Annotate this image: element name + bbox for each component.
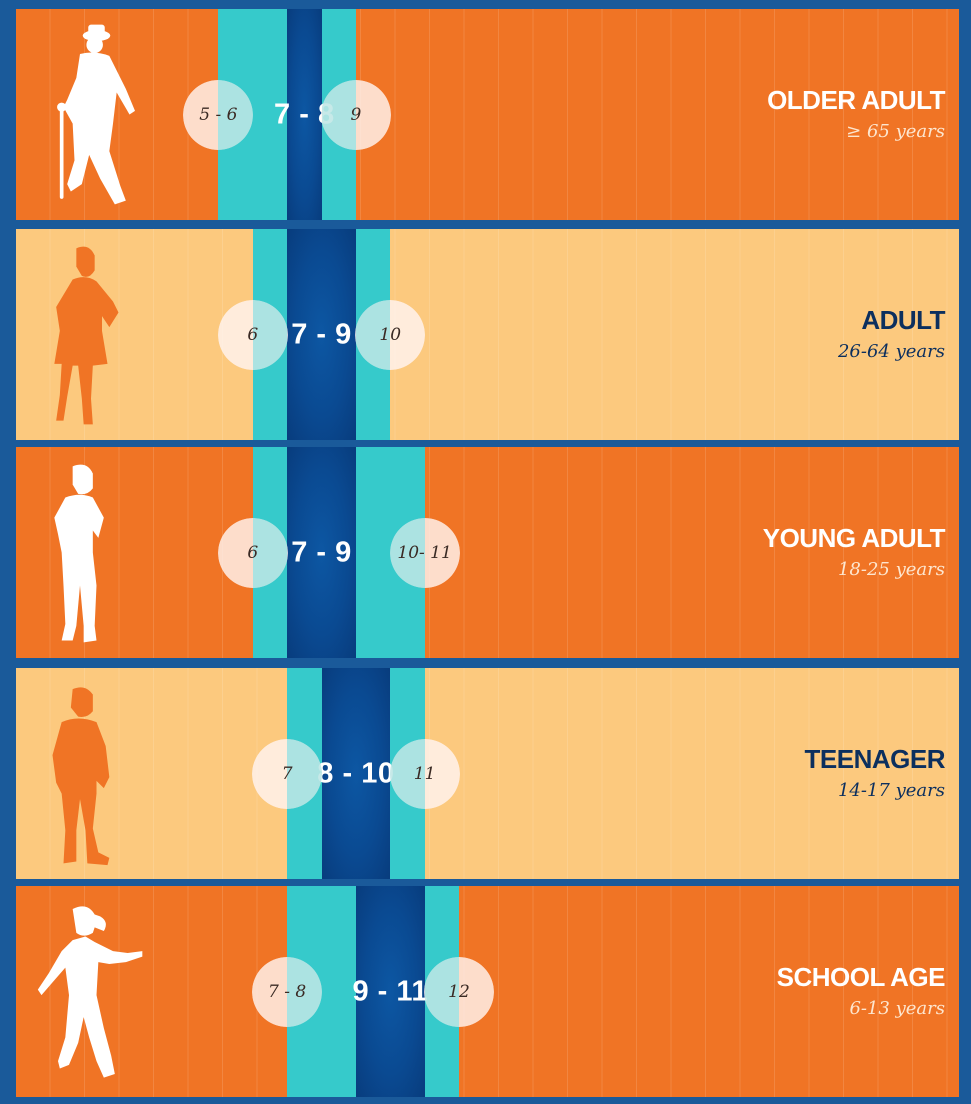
circle-band-overlap-low [287, 956, 323, 1027]
circle-band-overlap-high [390, 738, 425, 809]
circle-band-overlap-low [287, 738, 322, 809]
recommended-range-band [355, 886, 425, 1097]
age-group-range: 6-13 years [849, 998, 945, 1019]
threshold-circle-bg-high: 9 [320, 79, 391, 150]
recommended-hours-label: 7 - 9 [291, 318, 352, 350]
threshold-circle-bg-high: 10- 11 [389, 517, 460, 588]
threshold-label-low: 6 [247, 542, 259, 563]
recommended-hours-label: 8 - 10 [317, 757, 395, 789]
young-adult-silhouette-icon [54, 464, 104, 643]
circle-band-overlap-low [252, 517, 288, 588]
threshold-circle-bg-high: 12 [424, 956, 494, 1027]
threshold-circle-low: 6 [217, 299, 288, 370]
age-group-range: ≥ 65 years [846, 121, 945, 142]
threshold-label-low: 5 - 6 [199, 104, 238, 125]
circle-band-overlap-high [355, 299, 391, 370]
threshold-circle-bg-low: 7 [252, 738, 323, 809]
threshold-label-high: 10 [379, 324, 402, 345]
recommended-hours-label: 9 - 11 [352, 975, 429, 1007]
adult-silhouette-icon [54, 246, 119, 425]
circle-band-overlap-high [389, 517, 425, 588]
age-group-row: 7 - 9 6 10 ADULT 26-64 years [16, 229, 959, 440]
age-group-name: OLDER ADULT [767, 85, 945, 115]
threshold-circle-high: 11 [389, 738, 460, 809]
threshold-circle-low: 6 [217, 517, 288, 588]
recommended-range-band [287, 447, 356, 658]
threshold-label-high: 12 [448, 981, 470, 1002]
threshold-label-high: 10- 11 [397, 542, 452, 563]
circle-band-overlap-low [218, 79, 254, 150]
threshold-circle-low: 7 [252, 738, 323, 809]
recommended-range-band [287, 9, 322, 220]
threshold-circle-low: 7 - 8 [252, 956, 323, 1027]
teenager-silhouette-icon [52, 687, 110, 866]
recommended-hours-label: 7 - 9 [291, 536, 352, 568]
recommended-range-band [321, 668, 391, 879]
threshold-circle-bg-low: 7 - 8 [252, 956, 323, 1027]
age-group-range: 26-64 years [837, 341, 945, 362]
threshold-circle-bg-high: 11 [389, 738, 460, 809]
age-group-row: 9 - 11 7 - 8 12 SCHOOL AGE 6-13 years [16, 886, 959, 1097]
threshold-circle-bg-high: 10 [355, 299, 426, 370]
row-stripes [16, 229, 959, 440]
threshold-label-low: 7 [281, 763, 293, 784]
circle-band-overlap-low [252, 299, 288, 370]
threshold-circle-low: 5 - 6 [183, 79, 254, 150]
age-group-row: 8 - 10 7 11 TEENAGER 14-17 years [16, 668, 959, 879]
age-group-name: SCHOOL AGE [776, 962, 946, 992]
threshold-circle-bg-low: 6 [217, 517, 288, 588]
age-group-range: 18-25 years [837, 559, 945, 580]
threshold-circle-high: 12 [424, 956, 494, 1027]
threshold-circle-bg-low: 5 - 6 [183, 79, 254, 150]
circle-band-overlap-high [424, 956, 459, 1027]
threshold-circle-bg-low: 6 [217, 299, 288, 370]
older-adult-silhouette-icon [57, 24, 135, 205]
threshold-label-low: 7 - 8 [268, 981, 307, 1002]
recommended-range-band [287, 229, 356, 440]
threshold-label-low: 6 [247, 324, 259, 345]
age-group-name: TEENAGER [804, 744, 946, 774]
threshold-circle-high: 10 [355, 299, 426, 370]
age-group-name: ADULT [861, 305, 945, 335]
school-age-silhouette-icon [37, 906, 143, 1078]
threshold-circle-high: 10- 11 [389, 517, 460, 588]
circle-band-overlap-high [321, 79, 356, 150]
age-group-range: 14-17 years [837, 780, 945, 801]
threshold-label-high: 11 [413, 763, 436, 784]
threshold-label-high: 9 [350, 104, 362, 125]
age-group-name: YOUNG ADULT [762, 523, 946, 553]
threshold-circle-high: 9 [320, 79, 391, 150]
age-group-row: 7 - 9 6 10- 11 YOUNG ADULT 18-25 years [16, 447, 959, 658]
